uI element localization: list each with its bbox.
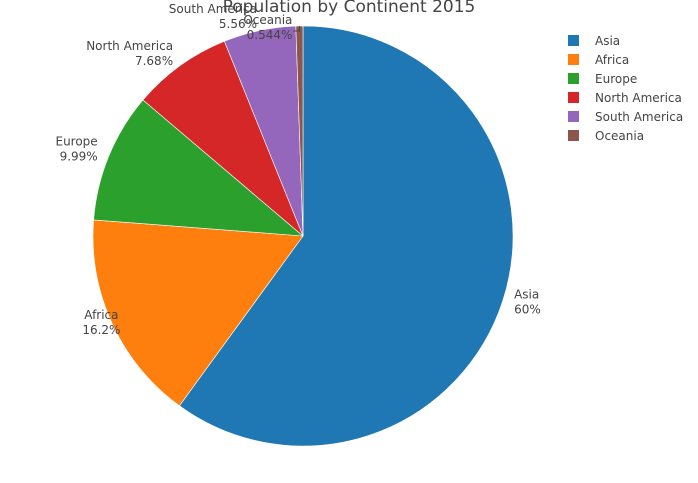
legend-item-asia[interactable]: Asia	[568, 31, 683, 50]
slice-label-south-america: South America 5.56%	[169, 2, 257, 31]
legend-item-oceania[interactable]: Oceania	[568, 126, 683, 145]
legend-item-north-america[interactable]: North America	[568, 88, 683, 107]
slice-label-north-america: North America 7.68%	[86, 39, 173, 68]
pie-slice-europe[interactable]	[93, 99, 304, 237]
slice-label-oceania: Oceania 0.544%	[243, 13, 292, 42]
legend-label: North America	[595, 90, 682, 105]
legend-swatch	[568, 130, 579, 141]
legend-item-africa[interactable]: Africa	[568, 50, 683, 69]
legend-label: Europe	[595, 71, 638, 86]
slice-label-asia: Asia 60%	[514, 288, 541, 317]
legend-swatch	[568, 111, 579, 122]
chart-title: Population by Continent 2015	[222, 0, 476, 17]
legend-item-south-america[interactable]: South America	[568, 107, 683, 126]
pie-slice-africa[interactable]	[92, 219, 304, 407]
legend-label: Asia	[595, 33, 621, 48]
legend-swatch	[568, 54, 579, 65]
legend-item-europe[interactable]: Europe	[568, 69, 683, 88]
pie-slice-asia[interactable]	[178, 25, 514, 447]
legend-swatch	[568, 92, 579, 103]
legend-swatch	[568, 73, 579, 84]
pie-labels: Asia 60% Africa 16.2% Europe 9.99% North Ameri…	[55, 2, 540, 337]
legend-label: Oceania	[595, 128, 645, 143]
pie-slices	[92, 25, 514, 447]
slice-label-europe: Europe 9.99%	[55, 135, 97, 164]
legend: Asia Africa Europe North America South A…	[568, 31, 683, 145]
leader-line-oceania	[293, 26, 300, 32]
pie-slice-north-america[interactable]	[142, 40, 304, 237]
legend-label: Africa	[595, 52, 630, 67]
legend-swatch	[568, 35, 579, 46]
legend-label: South America	[595, 109, 684, 124]
slice-label-africa: Africa 16.2%	[82, 308, 120, 337]
